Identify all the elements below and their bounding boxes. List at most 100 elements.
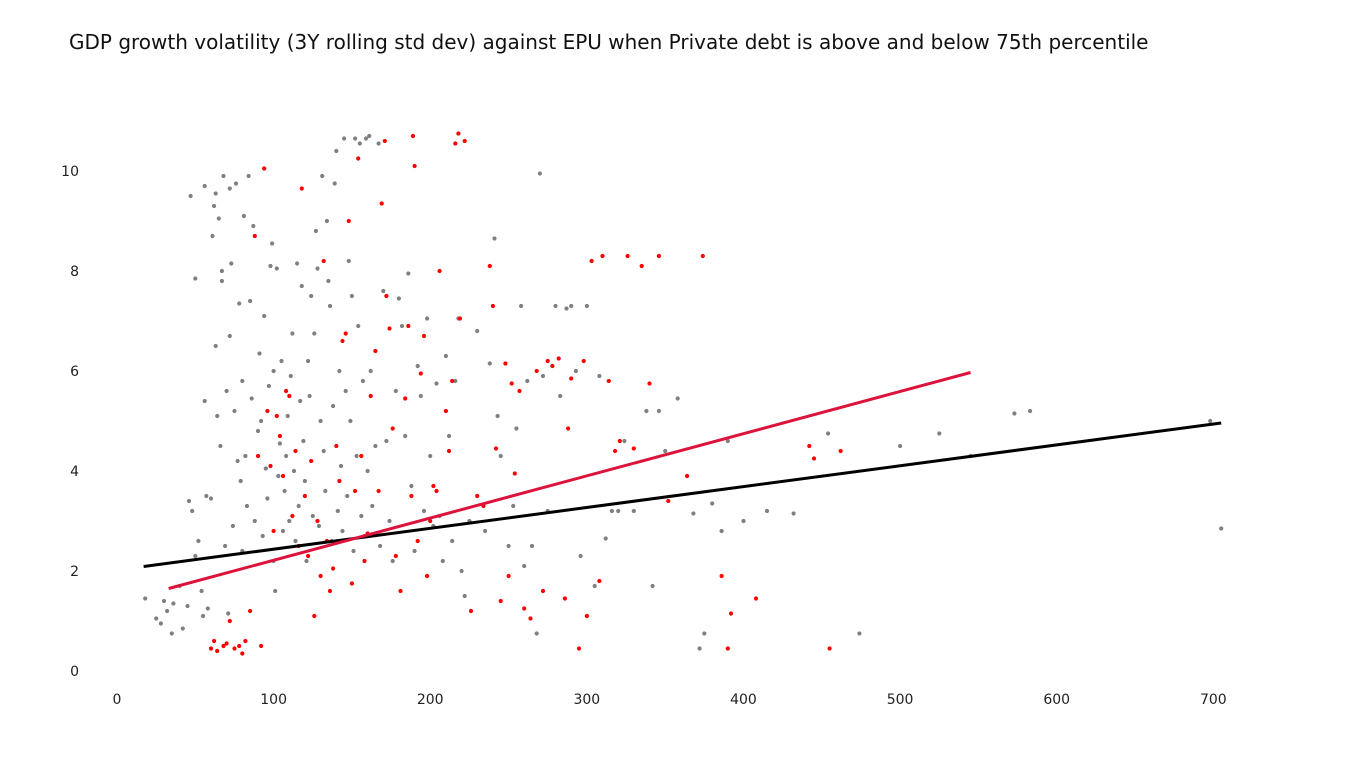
x-tick-label: 400 (730, 692, 757, 708)
grey-data-point (240, 378, 245, 384)
grey-data-point (287, 518, 292, 524)
grey-data-point (310, 513, 315, 519)
red-data-point (268, 463, 273, 469)
grey-data-point (525, 378, 530, 384)
red-data-point (262, 166, 267, 171)
grey-data-point (268, 263, 273, 269)
red-data-point (232, 646, 237, 651)
red-data-point (576, 646, 582, 651)
red-data-point (753, 596, 759, 601)
red-data-point (569, 376, 574, 381)
grey-data-point (274, 266, 279, 271)
grey-data-point (857, 631, 862, 636)
red-data-point (421, 333, 427, 339)
red-data-point (376, 488, 381, 494)
red-data-point (562, 596, 568, 601)
grey-data-point (265, 496, 270, 501)
grey-data-point (335, 508, 340, 514)
x-tick-label: 500 (887, 692, 914, 708)
grey-data-point (299, 283, 304, 289)
grey-data-point (428, 453, 433, 459)
data-points (143, 131, 1224, 656)
grey-data-point (459, 568, 464, 574)
grey-data-point (180, 626, 185, 631)
grey-data-point (318, 418, 323, 424)
grey-data-point (306, 358, 311, 364)
red-data-point (517, 388, 522, 394)
red-data-point (409, 493, 414, 499)
red-data-point (240, 651, 245, 656)
grey-data-point (719, 528, 724, 534)
red-data-point (528, 616, 533, 621)
grey-data-point (202, 398, 207, 404)
red-data-point (410, 133, 416, 139)
grey-data-point (216, 216, 221, 221)
grey-data-point (644, 408, 649, 414)
x-tick-label: 300 (573, 692, 600, 708)
grey-data-point (360, 378, 365, 384)
red-data-point (368, 393, 373, 399)
red-data-point (382, 138, 387, 144)
grey-data-point (244, 503, 250, 509)
red-data-point (597, 578, 602, 584)
red-data-point (227, 618, 232, 624)
grey-data-point (363, 136, 369, 141)
red-data-point (277, 433, 282, 439)
red-data-point (450, 378, 455, 384)
grey-data-point (323, 488, 328, 494)
red-data-point (581, 358, 586, 364)
red-data-point (248, 608, 253, 614)
grey-data-point (282, 488, 287, 494)
grey-data-point (243, 453, 248, 459)
grey-data-point (208, 496, 214, 501)
red-data-point (353, 488, 358, 494)
red-data-point (299, 186, 304, 191)
grey-data-point (354, 453, 359, 459)
red-data-point (600, 253, 605, 259)
grey-data-point (425, 316, 430, 321)
grey-data-point (597, 373, 602, 379)
grey-data-point (381, 288, 386, 294)
grey-data-point (337, 368, 342, 374)
grey-data-point (495, 413, 500, 419)
x-tick-label: 700 (1200, 692, 1227, 708)
red-data-point (462, 138, 467, 144)
red-data-point (387, 326, 392, 331)
grey-data-point (446, 433, 452, 439)
grey-data-point (221, 173, 226, 179)
red-data-point (631, 446, 636, 451)
grey-data-point (663, 448, 668, 454)
red-data-point (506, 573, 511, 579)
grey-data-point (169, 631, 174, 636)
grey-data-point (324, 218, 329, 224)
grey-data-point (227, 186, 232, 191)
grey-data-point (1219, 526, 1224, 531)
red-data-point (349, 581, 354, 586)
red-data-point (437, 268, 442, 274)
red-data-point (584, 613, 590, 619)
red-data-point (302, 493, 307, 499)
grey-data-point (511, 503, 516, 509)
grey-data-point (558, 393, 563, 399)
grey-data-point (443, 353, 448, 359)
grey-data-point (540, 373, 546, 379)
red-data-point (265, 408, 270, 414)
grey-data-point (365, 468, 370, 474)
red-data-point (284, 388, 289, 394)
red-data-point (406, 323, 411, 329)
grey-data-point (691, 511, 696, 516)
red-data-point (306, 553, 311, 559)
grey-data-point (937, 431, 942, 436)
grey-data-point (412, 548, 417, 554)
grey-data-point (259, 418, 264, 424)
grey-data-point (702, 631, 707, 636)
grey-data-point (331, 403, 336, 409)
grey-data-point (196, 538, 201, 544)
grey-data-point (332, 181, 337, 186)
grey-data-point (603, 536, 608, 541)
grey-data-point (353, 136, 358, 141)
grey-data-point (764, 508, 770, 514)
red-data-point (666, 498, 671, 504)
grey-data-point (483, 528, 488, 534)
